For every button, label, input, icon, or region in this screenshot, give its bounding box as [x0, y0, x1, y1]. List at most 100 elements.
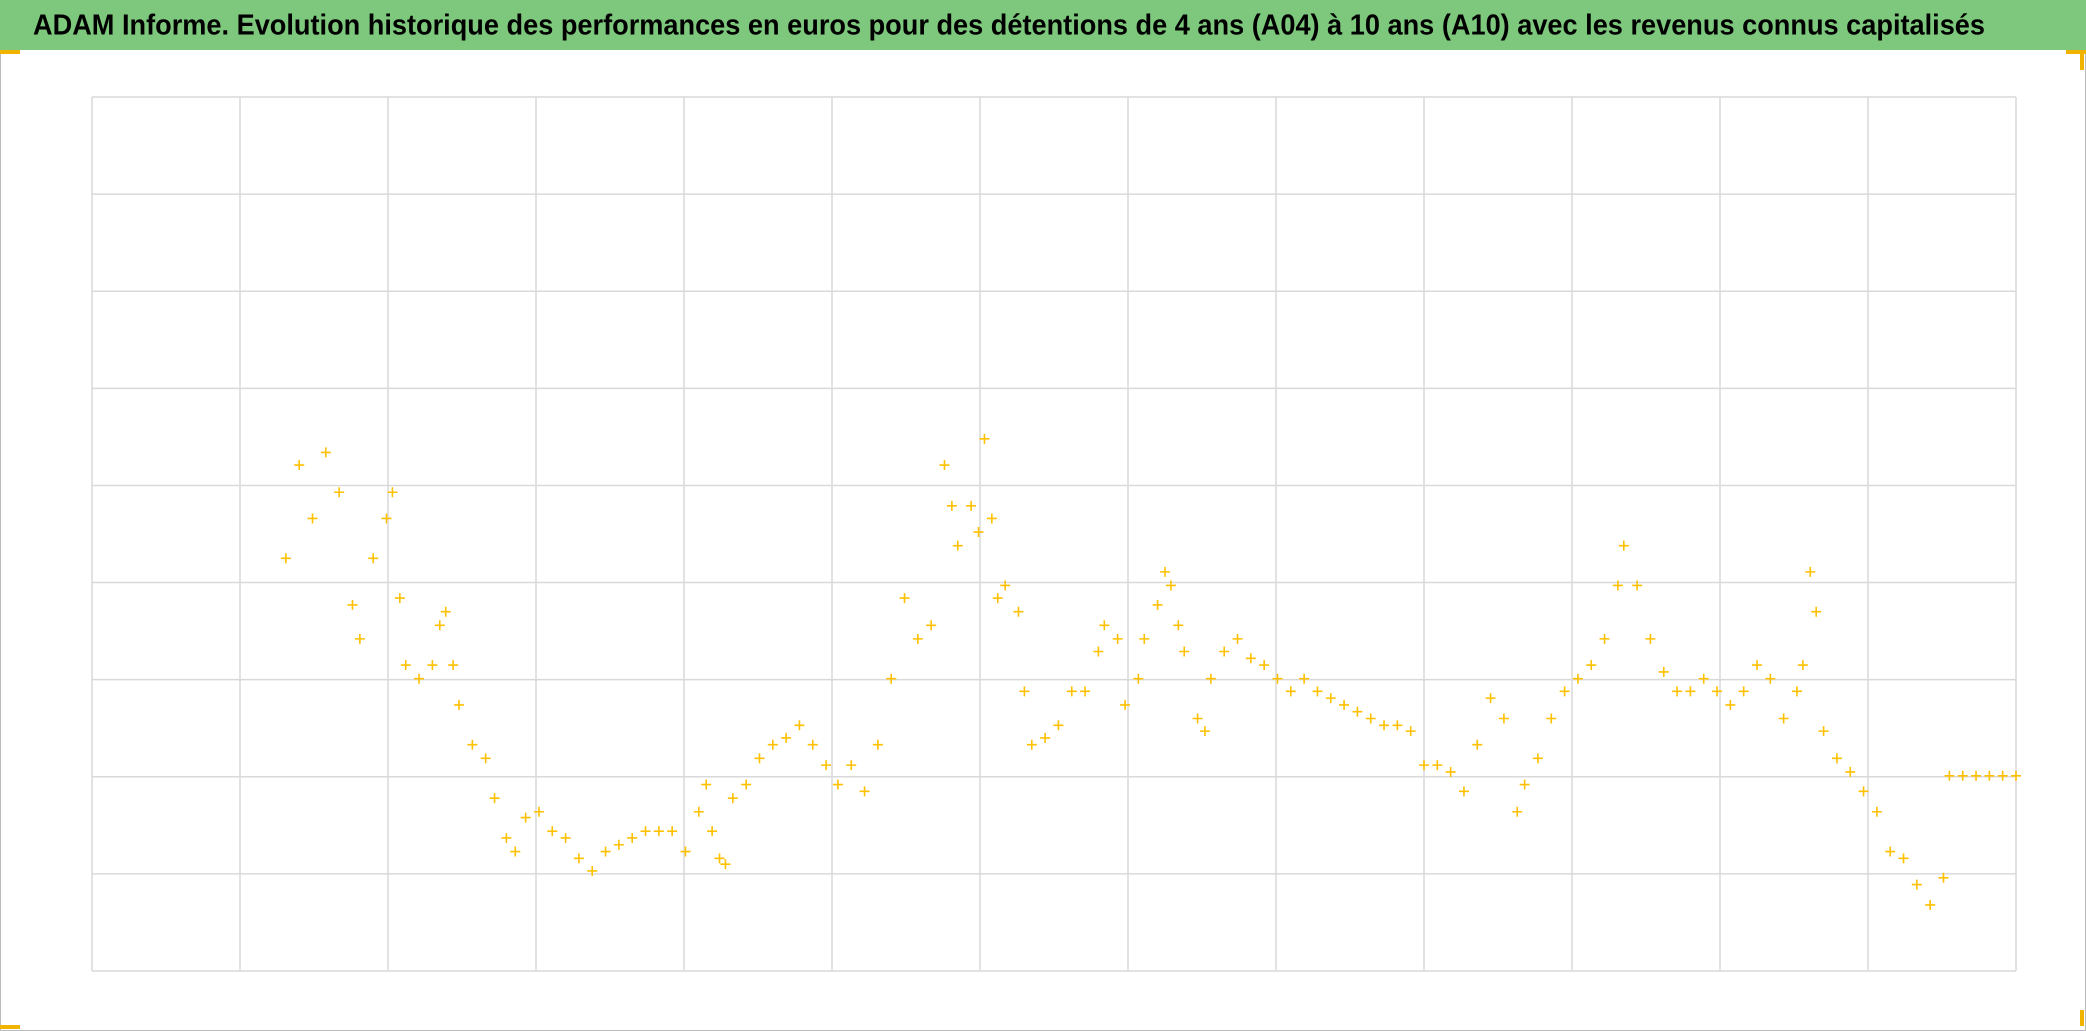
point — [1632, 580, 1643, 591]
point — [368, 553, 379, 564]
point — [1765, 673, 1776, 684]
point — [1405, 726, 1416, 737]
point — [573, 853, 584, 864]
point — [1019, 686, 1030, 697]
point — [714, 853, 725, 864]
point — [1712, 686, 1723, 697]
point — [992, 593, 1003, 604]
corner — [2080, 54, 2084, 70]
point — [794, 720, 805, 731]
point — [1685, 686, 1696, 697]
point — [1160, 566, 1170, 577]
point — [701, 779, 712, 790]
point — [280, 553, 291, 564]
point — [973, 527, 984, 538]
point — [886, 673, 897, 684]
point — [1532, 753, 1543, 764]
point — [1498, 713, 1509, 724]
point — [454, 699, 465, 710]
point — [1572, 673, 1583, 684]
point — [587, 865, 598, 876]
point — [1192, 713, 1203, 724]
point — [1379, 720, 1390, 731]
point — [1818, 726, 1829, 737]
point — [1392, 720, 1403, 731]
point — [939, 460, 950, 471]
chart-title: ADAM Informe. Evolution historique des p… — [33, 10, 1985, 42]
point — [1026, 739, 1037, 750]
title-bar — [0, 0, 2086, 50]
point — [926, 620, 937, 631]
point — [414, 673, 425, 684]
point — [1219, 646, 1230, 657]
point — [307, 513, 318, 524]
point — [1432, 760, 1443, 771]
point — [1858, 786, 1869, 797]
point — [294, 460, 305, 471]
point — [1285, 686, 1296, 697]
point — [741, 779, 752, 790]
point — [1645, 633, 1656, 644]
point — [560, 832, 571, 843]
point — [1458, 786, 1469, 797]
point — [427, 660, 438, 671]
point — [1259, 660, 1270, 671]
point — [1120, 699, 1131, 710]
point — [1752, 660, 1762, 671]
point — [1080, 686, 1091, 697]
point — [1040, 732, 1051, 743]
point — [899, 593, 910, 604]
point — [1845, 766, 1856, 777]
point — [1944, 770, 1955, 781]
point — [600, 846, 611, 857]
point — [1599, 633, 1610, 644]
point — [1325, 693, 1336, 704]
corner — [2066, 50, 2086, 54]
point — [846, 760, 857, 771]
point — [693, 806, 704, 817]
point — [707, 826, 718, 837]
point — [754, 753, 765, 764]
point — [1911, 879, 1922, 890]
point — [1797, 660, 1808, 671]
point — [1698, 673, 1709, 684]
point — [1245, 653, 1256, 664]
point — [1831, 753, 1842, 764]
point — [1811, 606, 1822, 617]
point — [489, 793, 500, 804]
point — [1232, 633, 1243, 644]
point — [912, 633, 923, 644]
point — [1312, 686, 1323, 697]
point — [1805, 566, 1816, 577]
point — [1000, 580, 1011, 591]
point — [807, 739, 818, 750]
point — [1053, 720, 1064, 731]
point — [1472, 739, 1483, 750]
point — [440, 606, 451, 617]
point — [467, 739, 478, 750]
point — [1272, 673, 1283, 684]
point — [1938, 872, 1949, 883]
point — [520, 812, 531, 823]
point — [653, 826, 664, 837]
point — [400, 660, 411, 671]
point — [872, 739, 883, 750]
point — [2011, 770, 2021, 781]
point — [1612, 580, 1623, 591]
point — [627, 832, 638, 843]
point — [1133, 673, 1144, 684]
point — [434, 620, 445, 631]
point — [1013, 606, 1024, 617]
point — [1997, 770, 2008, 781]
point — [1365, 713, 1376, 724]
point — [821, 760, 832, 771]
point — [640, 826, 651, 837]
point — [1139, 633, 1150, 644]
point — [767, 739, 778, 750]
point — [946, 500, 957, 511]
point — [1778, 713, 1789, 724]
point — [1512, 806, 1523, 817]
corner — [0, 50, 20, 54]
